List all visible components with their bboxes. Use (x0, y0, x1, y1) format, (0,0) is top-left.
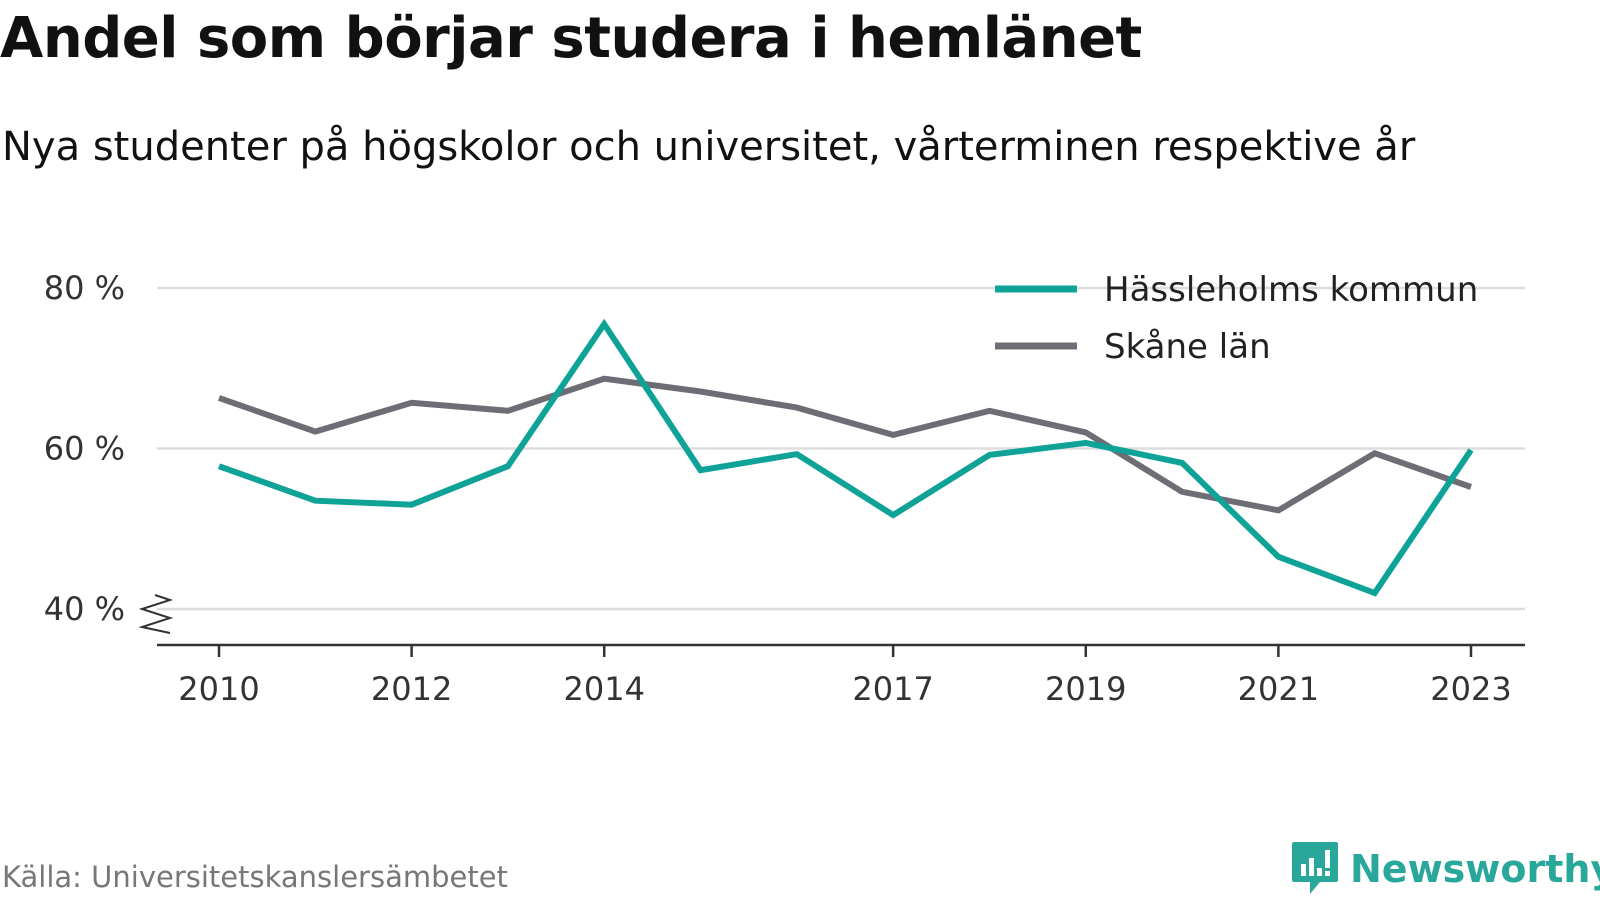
y-tick-label: 60 % (44, 430, 125, 468)
x-tick-label: 2021 (1238, 670, 1319, 708)
axis-break-icon (138, 594, 174, 634)
x-tick-label: 2012 (371, 670, 452, 708)
x-axis: 2010 2012 2014 2017 2019 2021 2023 (157, 643, 1525, 708)
x-tick-label: 2017 (852, 670, 933, 708)
gridlines (157, 286, 1525, 611)
y-tick-label: 80 % (44, 269, 125, 307)
source-note: Källa: Universitetskanslersämbetet (2, 860, 508, 894)
newsworthy-logo-icon (1292, 842, 1338, 894)
chart-subtitle: Nya studenter på högskolor och universit… (2, 124, 1416, 170)
legend-label: Skåne län (1104, 327, 1271, 367)
y-axis-labels: 40 % 60 % 80 % (44, 269, 174, 634)
line-chart: 2010 2012 2014 2017 2019 2021 2023 40 % 60 % 80 … (44, 269, 1525, 708)
chart-title: Andel som börjar studera i hemlänet (0, 6, 1142, 71)
y-tick-label: 40 % (44, 590, 125, 628)
x-tick-label: 2010 (178, 670, 259, 708)
brand-logo: Newsworthy (1290, 840, 1600, 898)
series-line-1 (217, 318, 1474, 597)
x-tick-label: 2019 (1045, 670, 1126, 708)
series-lines (217, 318, 1474, 597)
legend: Hässleholms kommun Skåne län (995, 270, 1478, 367)
legend-label: Hässleholms kommun (1104, 270, 1478, 310)
x-tick-label: 2023 (1430, 670, 1511, 708)
brand-name: Newsworthy (1350, 847, 1600, 891)
series-line-2 (218, 375, 1472, 514)
x-tick-label: 2014 (564, 670, 645, 708)
